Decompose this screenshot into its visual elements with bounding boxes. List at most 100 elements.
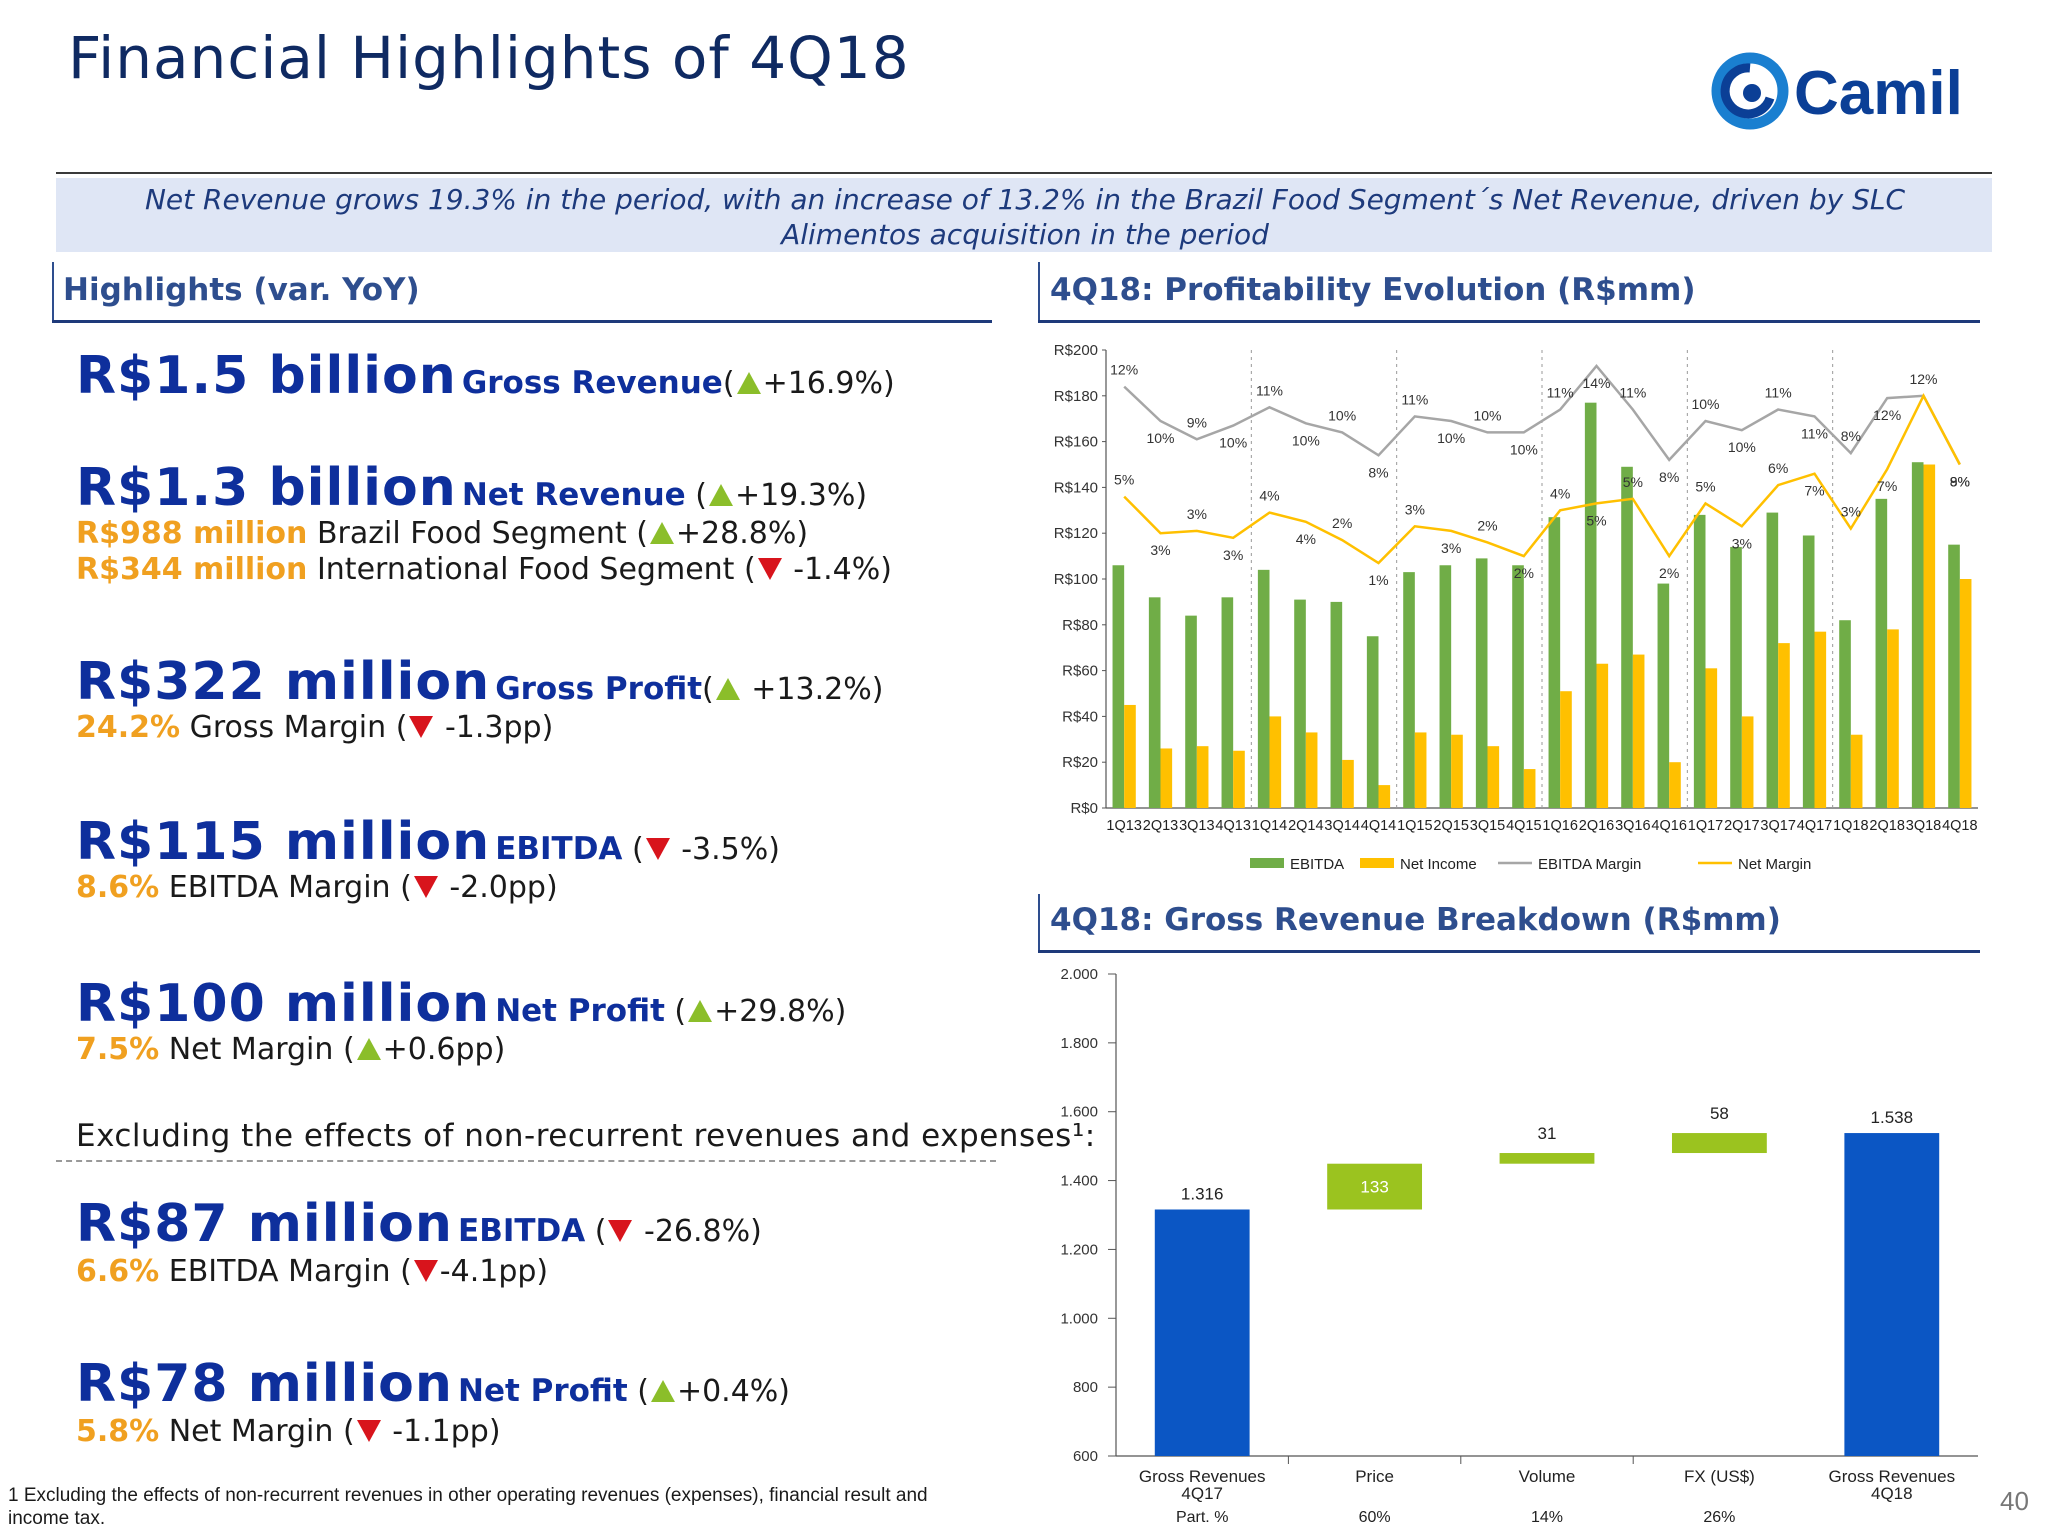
sub-variation: -1.4%)	[783, 552, 892, 587]
highlight-headline: R$322 million Gross Profit( +13.2%)	[76, 652, 883, 712]
triangle-down-icon	[413, 1260, 438, 1282]
ebitda-margin-label: 10%	[1219, 435, 1247, 451]
net-margin-label: 2%	[1477, 517, 1497, 533]
x-tick-label: 3Q15	[1470, 818, 1505, 834]
x-tick-label: 4Q16	[1651, 818, 1686, 834]
sub-text: Net Margin (	[159, 1032, 355, 1067]
net-margin-label: 3%	[1150, 542, 1170, 558]
sub-text: Net Margin (	[159, 1414, 355, 1449]
ebitda-margin-label: 11%	[1801, 425, 1828, 441]
net-income-bar	[1596, 663, 1609, 808]
net-income-bar	[1269, 716, 1282, 808]
x-tick-label: 2Q17	[1724, 818, 1759, 834]
value-label: 58	[1710, 1104, 1729, 1123]
ebitda-margin-label: 11%	[1256, 382, 1283, 398]
net-margin-label: 4%	[1296, 531, 1316, 547]
ebitda-margin-label: 9%	[1950, 474, 1970, 490]
net-margin-label: 3%	[1187, 506, 1207, 522]
gross-revenue-waterfall-chart: 600 800 1.000 1.200 1.400 1.600 1.800 2.000 1.31…	[1060, 966, 1978, 1526]
triangle-up-icon	[649, 522, 674, 544]
net-margin-label: 3%	[1841, 504, 1861, 520]
ebitda-bar	[1584, 402, 1597, 808]
ebitda-bar	[1439, 565, 1452, 808]
net-income-bar	[1705, 668, 1718, 808]
ebitda-margin-label: 12%	[1909, 371, 1937, 387]
y-tick-label: R$200	[1054, 342, 1098, 359]
net-margin-label: 3%	[1405, 501, 1425, 517]
highlight-label: Net Profit	[458, 1373, 628, 1409]
ebitda-bar	[1112, 565, 1125, 808]
x-tick-label: 4Q18	[1942, 818, 1977, 834]
participation-value: 14%	[1531, 1509, 1563, 1526]
value-label: 31	[1538, 1124, 1557, 1143]
triangle-up-icon	[715, 678, 740, 700]
net-margin-label: 5%	[1114, 472, 1134, 488]
ebitda-margin-label: 8%	[1368, 464, 1388, 480]
net-margin-line	[1123, 393, 1961, 565]
change-bar	[1327, 1163, 1423, 1210]
highlight-variation: +13.2%)	[741, 672, 884, 707]
ebitda-bar	[1221, 597, 1234, 808]
highlight-paren: (	[685, 478, 707, 513]
highlight-variation: +19.3%)	[734, 478, 868, 513]
y-tick-label: R$60	[1062, 663, 1098, 680]
y-tick-label: R$120	[1054, 525, 1098, 542]
net-income-bar	[1196, 746, 1209, 808]
highlight-paren: (	[627, 1374, 649, 1409]
ebitda-margin-label: 8%	[1841, 428, 1861, 444]
net-margin-label: 5%	[1695, 478, 1715, 494]
ebitda-bar	[1621, 466, 1633, 808]
highlight-subline: 8.6% EBITDA Margin ( -2.0pp)	[76, 870, 558, 905]
net-income-bar	[1560, 691, 1572, 808]
ebitda-bar	[1548, 517, 1561, 808]
net-margin-label: 1%	[1368, 572, 1388, 588]
net-income-bar	[1669, 762, 1681, 808]
net-margin-label: 3%	[1441, 540, 1461, 556]
highlight-value: R$87 million	[76, 1194, 453, 1254]
highlight-value: R$78 million	[76, 1354, 453, 1414]
change-bar	[1499, 1153, 1595, 1164]
net-margin-label: 8%	[1950, 474, 1970, 490]
y-tick-label: R$0	[1070, 800, 1098, 817]
sub-variation: -1.3pp)	[435, 710, 554, 745]
highlights-rule	[52, 320, 992, 323]
legend-label: EBITDA Margin	[1538, 856, 1641, 873]
ebitda-bar	[1512, 565, 1524, 808]
ebitda-margin-label: 10%	[1292, 432, 1320, 448]
ebitda-bar	[1693, 514, 1706, 808]
highlight-label: EBITDA	[458, 1213, 586, 1249]
ebitda-margin-label: 10%	[1473, 407, 1501, 423]
triangle-down-icon	[608, 1220, 633, 1242]
net-margin-label: 7%	[1877, 478, 1897, 494]
net-margin-label: 2%	[1514, 565, 1534, 581]
y-tick-label: 1.400	[1060, 1173, 1098, 1190]
highlight-variation: -26.8%)	[634, 1214, 762, 1249]
sub-variation: -4.1pp)	[439, 1254, 549, 1289]
logo-text: Camil	[1794, 59, 1963, 128]
net-margin-label: 6%	[1768, 460, 1788, 476]
highlight-label: Gross Revenue	[461, 365, 723, 401]
ebitda-margin-label: 12%	[1873, 407, 1901, 423]
highlight-headline: R$100 million Net Profit (+29.8%)	[76, 974, 846, 1034]
ebitda-margin-line	[1123, 364, 1961, 466]
highlight-variation: +29.8%)	[714, 994, 847, 1029]
sub-variation: -1.1pp)	[382, 1414, 501, 1449]
y-tick-label: R$100	[1054, 571, 1098, 588]
ebitda-margin-label: 12%	[1110, 362, 1138, 378]
ebitda-margin-label: 10%	[1437, 430, 1465, 446]
ebitda-bar	[1185, 615, 1197, 808]
x-tick-label: 1Q18	[1833, 818, 1868, 834]
triangle-up-icon	[356, 1038, 381, 1060]
ebitda-margin-label: 8%	[1659, 469, 1679, 485]
x-tick-label: 4Q17	[1797, 818, 1832, 834]
highlight-paren: (	[722, 366, 735, 401]
ebitda-margin-label: 14%	[1582, 375, 1610, 391]
ebitda-margin-label: 11%	[1765, 385, 1792, 401]
highlight-subline: R$344 million International Food Segment…	[76, 552, 892, 587]
x-tick-label: Volume	[1519, 1467, 1576, 1486]
x-tick-label: 3Q18	[1906, 818, 1941, 834]
ebitda-bar	[1294, 599, 1306, 808]
y-tick-label: R$160	[1054, 434, 1098, 451]
y-tick-label: 1.000	[1060, 1310, 1098, 1327]
net-margin-label: 7%	[1804, 483, 1824, 499]
